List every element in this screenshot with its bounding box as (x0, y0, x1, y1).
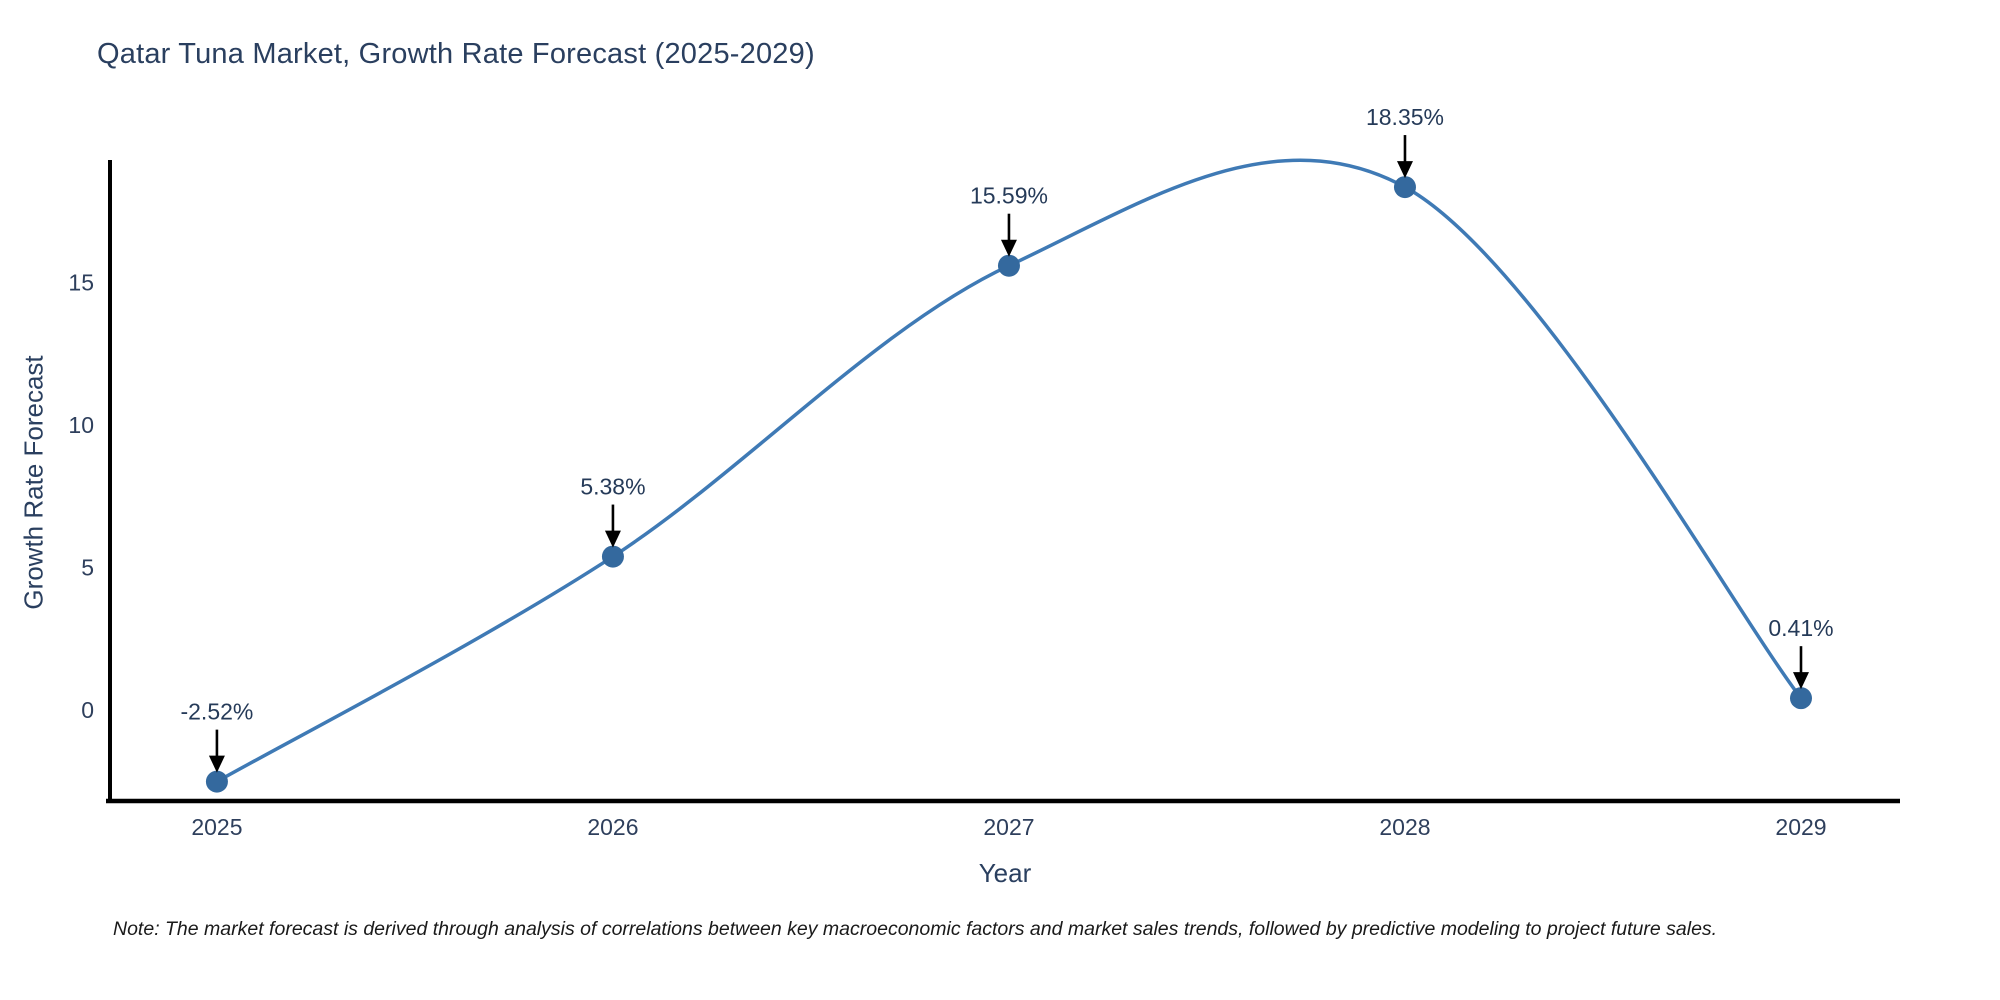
data-point-marker[interactable] (205, 770, 228, 793)
x-tick-label: 2025 (191, 814, 242, 840)
annotation-label: -2.52% (180, 699, 253, 725)
y-tick-label: 5 (81, 554, 94, 580)
x-axis-title: Year (978, 858, 1032, 888)
annotation-arrowhead-icon (604, 530, 621, 548)
x-tick-label: 2027 (983, 814, 1034, 840)
annotation-label: 0.41% (1768, 615, 1833, 641)
x-tick-label: 2029 (1775, 814, 1826, 840)
data-point-marker[interactable] (1393, 176, 1416, 199)
annotation-arrowhead-icon (208, 755, 225, 773)
y-tick-label: 15 (68, 270, 94, 296)
y-tick-label: 0 (81, 697, 94, 723)
x-tick-label: 2026 (587, 814, 638, 840)
annotation-arrowhead-icon (1000, 239, 1017, 257)
annotation-label: 5.38% (580, 474, 645, 500)
y-tick-label: 10 (68, 412, 94, 438)
data-point-marker[interactable] (1789, 687, 1812, 710)
annotation-arrowhead-icon (1792, 672, 1809, 690)
annotation-label: 15.59% (970, 183, 1048, 209)
data-point-marker[interactable] (997, 254, 1020, 277)
x-tick-label: 2028 (1379, 814, 1430, 840)
data-point-marker[interactable] (601, 545, 624, 568)
annotation-arrowhead-icon (1396, 161, 1413, 179)
chart-title: Qatar Tuna Market, Growth Rate Forecast … (97, 38, 815, 70)
annotation-label: 18.35% (1366, 104, 1444, 130)
footnote: Note: The market forecast is derived thr… (113, 918, 1718, 940)
